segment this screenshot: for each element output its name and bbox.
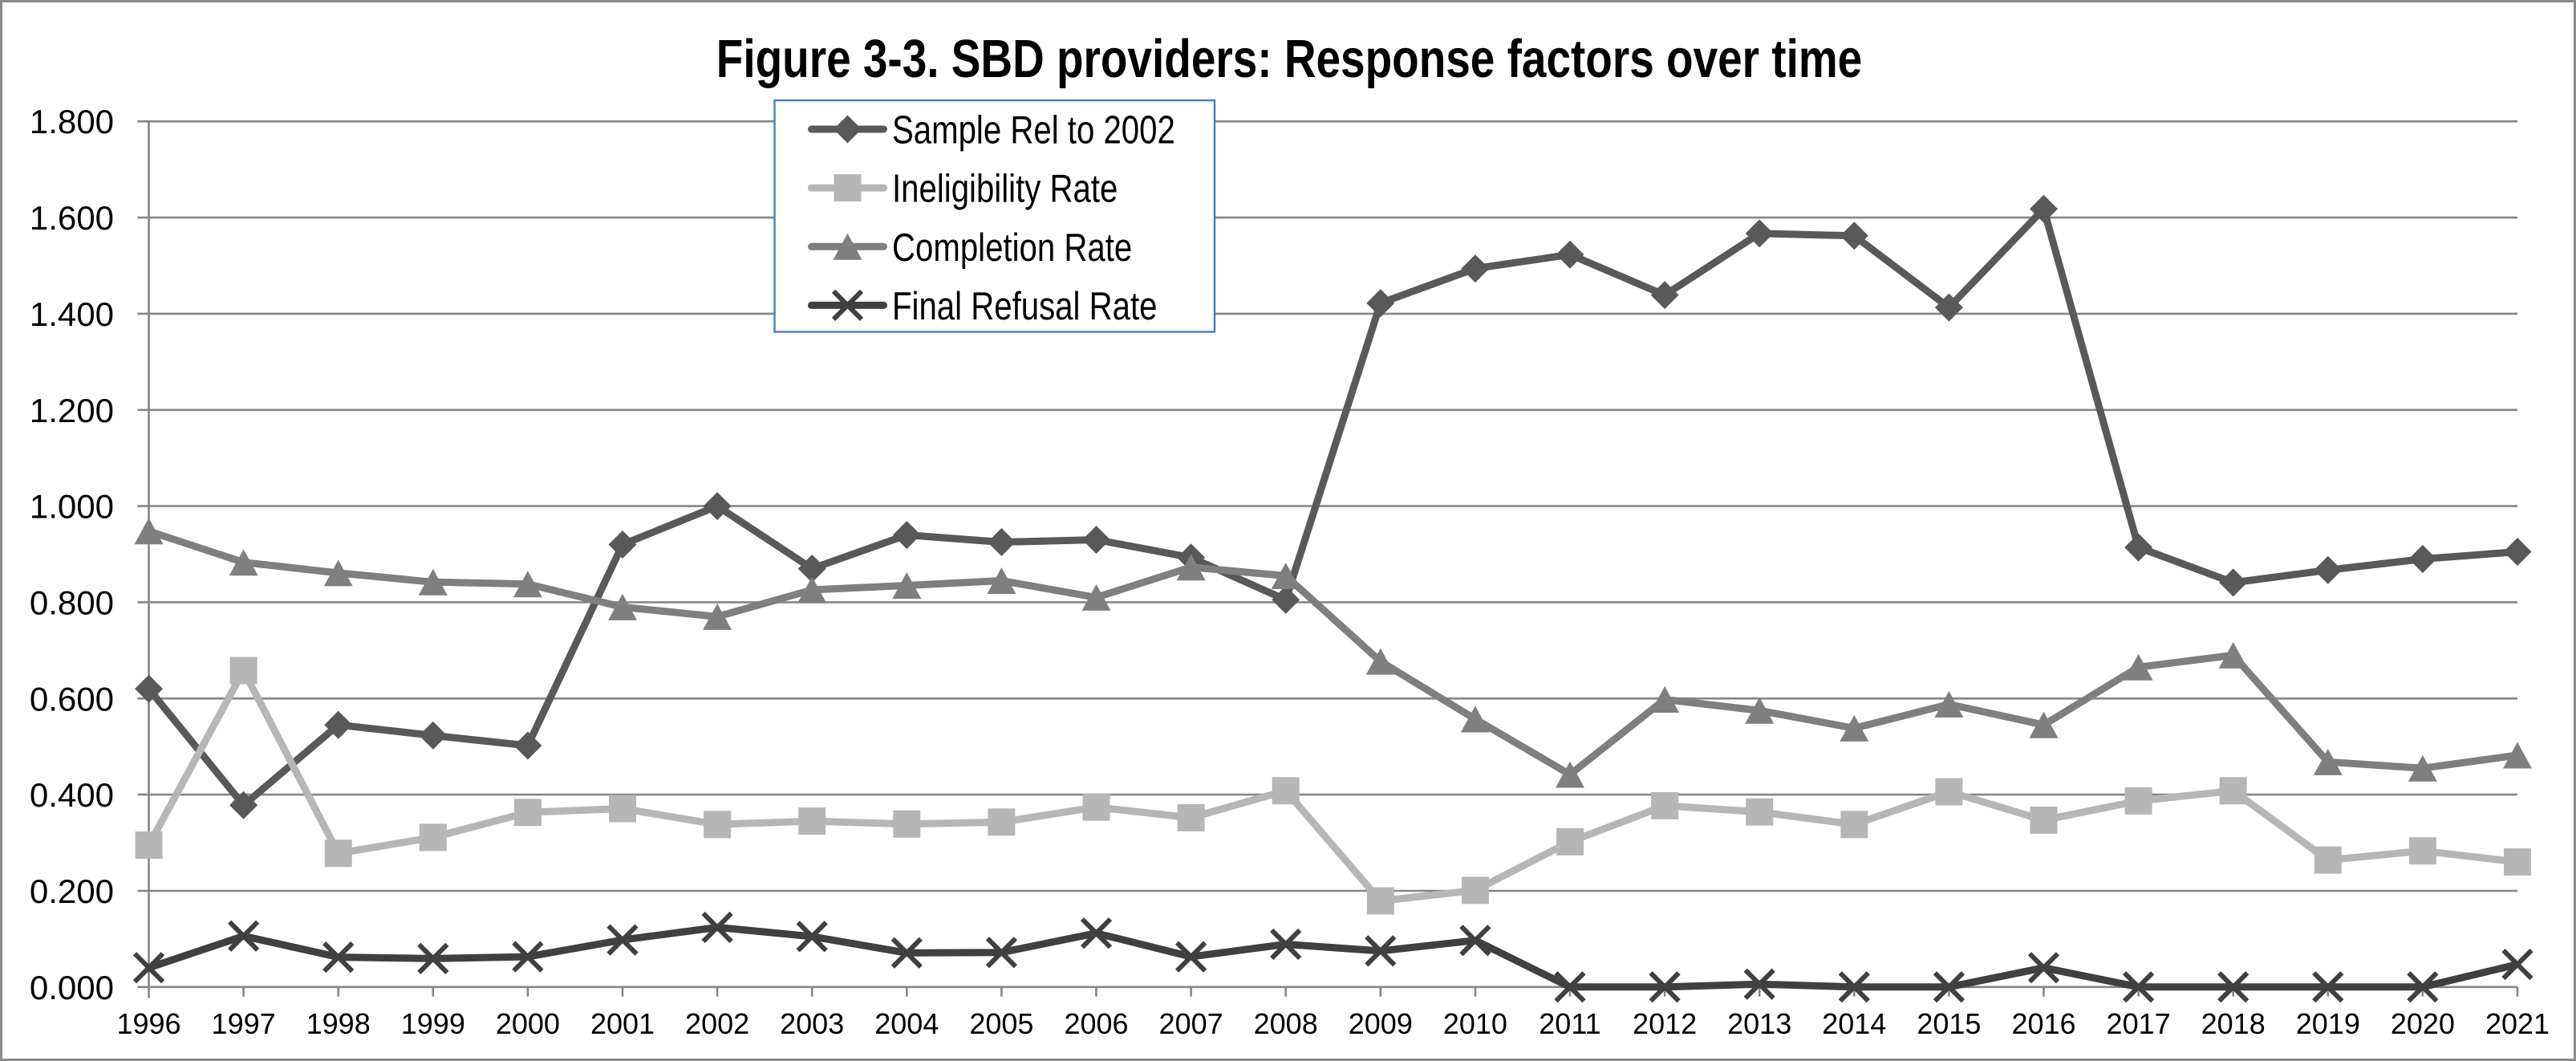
svg-text:2011: 2011 xyxy=(1539,1007,1600,1040)
svg-text:2007: 2007 xyxy=(1159,1007,1223,1040)
svg-text:0.600: 0.600 xyxy=(30,680,114,717)
svg-text:1.600: 1.600 xyxy=(30,199,114,237)
svg-text:1998: 1998 xyxy=(306,1007,371,1040)
svg-text:1.400: 1.400 xyxy=(30,295,114,333)
svg-text:2014: 2014 xyxy=(1822,1007,1886,1040)
svg-text:2008: 2008 xyxy=(1254,1007,1318,1040)
svg-text:2010: 2010 xyxy=(1443,1007,1507,1040)
svg-text:2009: 2009 xyxy=(1349,1007,1413,1040)
svg-text:2015: 2015 xyxy=(1917,1007,1981,1040)
svg-text:2002: 2002 xyxy=(685,1007,749,1040)
svg-text:0.200: 0.200 xyxy=(30,872,114,910)
svg-text:0.400: 0.400 xyxy=(30,776,114,814)
svg-text:2006: 2006 xyxy=(1064,1007,1128,1040)
svg-text:1.200: 1.200 xyxy=(30,392,114,429)
svg-text:2003: 2003 xyxy=(780,1007,844,1040)
svg-text:2021: 2021 xyxy=(2485,1007,2550,1040)
svg-text:Figure 3-3. SBD providers: Res: Figure 3-3. SBD providers: Response fact… xyxy=(716,29,1862,88)
svg-text:Ineligibility Rate: Ineligibility Rate xyxy=(892,167,1118,211)
svg-text:1997: 1997 xyxy=(212,1007,276,1040)
svg-text:1.000: 1.000 xyxy=(30,488,114,526)
svg-text:1.800: 1.800 xyxy=(30,103,114,140)
svg-text:2004: 2004 xyxy=(874,1007,939,1040)
svg-text:2005: 2005 xyxy=(969,1007,1033,1040)
svg-text:Completion Rate: Completion Rate xyxy=(892,226,1132,270)
svg-text:2001: 2001 xyxy=(590,1007,655,1040)
svg-text:1999: 1999 xyxy=(401,1007,465,1040)
svg-text:2012: 2012 xyxy=(1633,1007,1697,1040)
svg-text:1996: 1996 xyxy=(116,1007,181,1040)
svg-text:Sample Rel to 2002: Sample Rel to 2002 xyxy=(892,108,1175,152)
svg-text:0.800: 0.800 xyxy=(30,583,114,621)
svg-text:2016: 2016 xyxy=(2011,1007,2075,1040)
svg-text:2018: 2018 xyxy=(2201,1007,2266,1040)
svg-text:2000: 2000 xyxy=(496,1007,560,1040)
svg-text:0.000: 0.000 xyxy=(30,969,114,1006)
svg-text:2017: 2017 xyxy=(2107,1007,2171,1040)
svg-text:2020: 2020 xyxy=(2391,1007,2455,1040)
svg-text:Final Refusal Rate: Final Refusal Rate xyxy=(892,284,1157,328)
svg-text:2019: 2019 xyxy=(2296,1007,2360,1040)
svg-text:2013: 2013 xyxy=(1727,1007,1791,1040)
